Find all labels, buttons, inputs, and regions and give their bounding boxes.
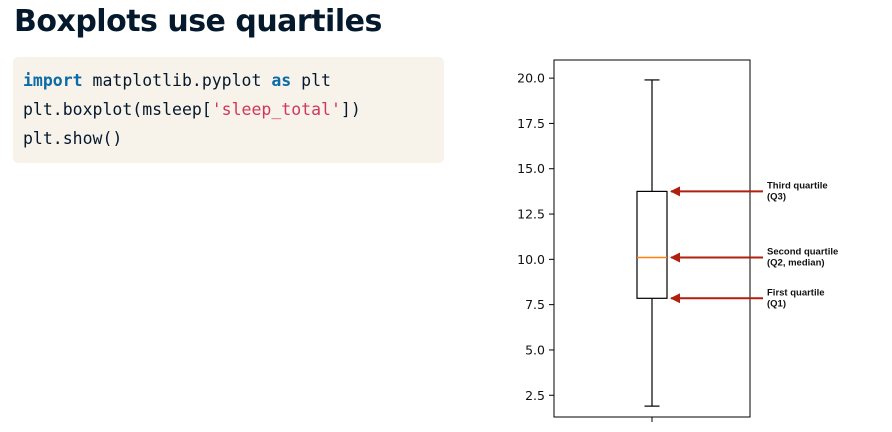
annotation-label: (Q1): [767, 298, 786, 309]
code-alias: plt: [291, 71, 331, 90]
annotation-label: (Q2, median): [767, 258, 825, 269]
y-tick-label: 17.5: [517, 116, 545, 131]
y-axis: 2.5 5.0 7.5 10.0 12.5 15.0 17.5 20.0: [517, 71, 653, 422]
y-tick-label: 20.0: [517, 71, 545, 86]
y-tick-label: 2.5: [525, 388, 545, 403]
keyword-import: import: [23, 71, 83, 90]
y-tick-label: 12.5: [517, 207, 545, 222]
code-string: 'sleep_total': [211, 100, 341, 119]
y-tick-label: 7.5: [525, 297, 545, 312]
y-tick-label: 5.0: [525, 342, 545, 357]
annotations: Third quartile(Q3) Second quartile(Q2, me…: [670, 180, 838, 309]
boxplot: [636, 79, 668, 407]
annotation-label: Third quartile: [767, 180, 828, 191]
keyword-as: as: [271, 71, 292, 90]
code-call-prefix: plt.boxplot(msleep[: [23, 100, 212, 119]
y-tick-label: 15.0: [517, 161, 545, 176]
iqr-box: [636, 190, 668, 299]
code-block: import matplotlib.pyplot as plt plt.boxp…: [13, 57, 444, 163]
annotation-label: (Q3): [767, 191, 786, 202]
y-tick-label: 10.0: [517, 252, 545, 267]
code-line-1: import matplotlib.pyplot as plt: [23, 66, 434, 95]
code-line-2: plt.boxplot(msleep['sleep_total']): [23, 95, 434, 124]
annotation-label: Second quartile: [767, 247, 838, 258]
annotation-label: First quartile: [767, 287, 825, 298]
code-module: matplotlib.pyplot: [82, 71, 272, 90]
code-line-3: plt.show(): [23, 129, 123, 148]
code-call-suffix: ]): [340, 100, 361, 119]
boxplot-chart: 2.5 5.0 7.5 10.0 12.5 15.0 17.5 20.0 Third quar…: [517, 59, 838, 422]
slide-title: Boxplots use quartiles: [14, 4, 382, 39]
